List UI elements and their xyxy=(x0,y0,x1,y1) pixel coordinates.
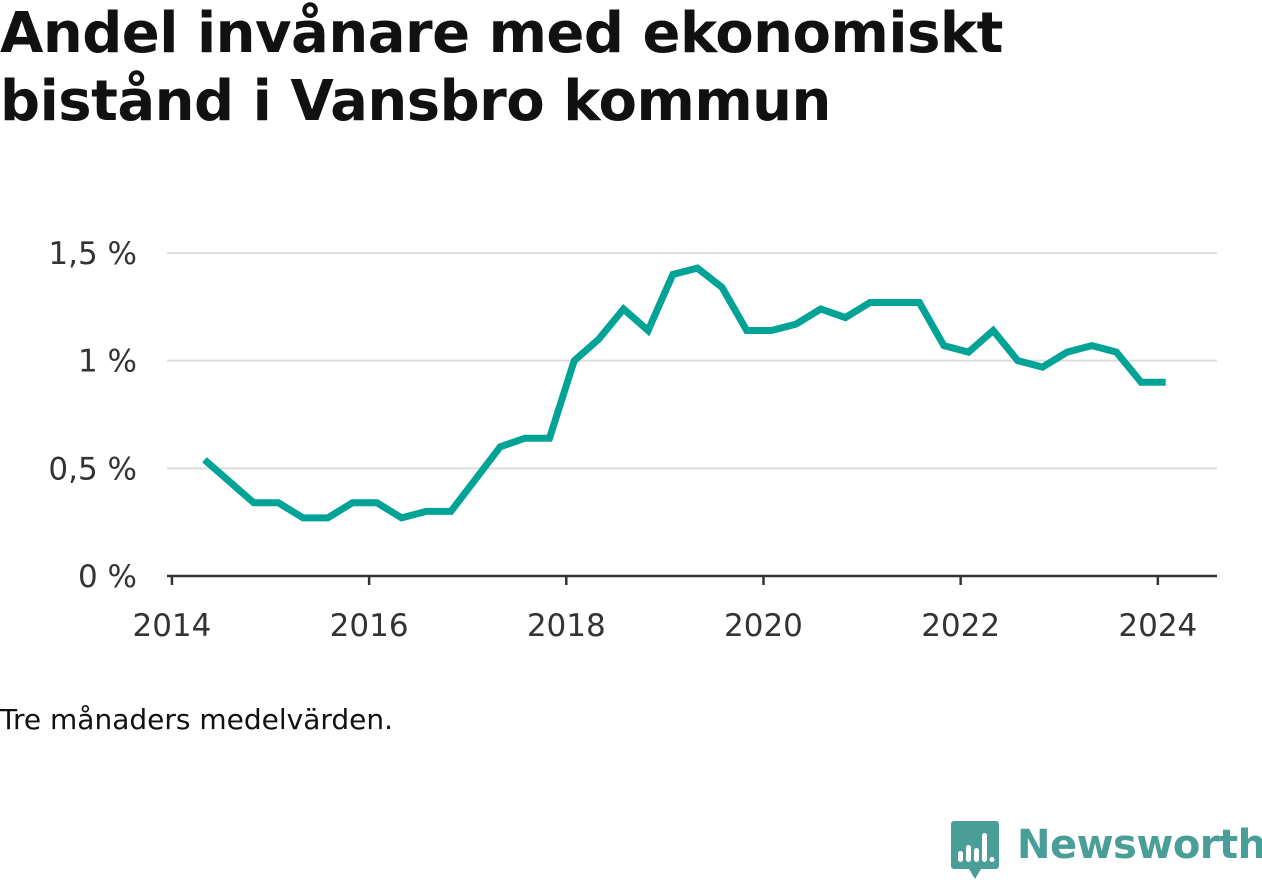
y-tick-labels: 0 % 0,5 % 1 % 1,5 % xyxy=(48,236,137,595)
y-tick-label: 0 % xyxy=(78,559,137,595)
y-tick-label: 0,5 % xyxy=(48,451,137,487)
brand-logo: Newsworthy xyxy=(951,820,1262,880)
x-axis xyxy=(167,574,1217,585)
chart-title: Andel invånare med ekonomiskt bistånd i … xyxy=(0,0,1220,136)
x-tick-labels: 2014 2016 2018 2020 2022 2024 xyxy=(132,608,1197,644)
brand-name: Newsworthy xyxy=(1017,822,1262,868)
chart-title-line-2: bistånd i Vansbro kommun xyxy=(0,69,831,134)
x-tick-label: 2016 xyxy=(330,608,409,644)
x-tick-label: 2022 xyxy=(921,608,1000,644)
x-tick-label: 2018 xyxy=(527,608,606,644)
gridlines xyxy=(167,252,1217,470)
x-tick-label: 2024 xyxy=(1118,608,1197,644)
series-line xyxy=(202,264,1166,522)
y-tick-label: 1,5 % xyxy=(48,236,137,272)
y-tick-label: 1 % xyxy=(78,344,137,380)
x-tick-label: 2020 xyxy=(724,608,803,644)
series xyxy=(202,264,1166,522)
chart-title-line-1: Andel invånare med ekonomiskt xyxy=(0,1,1003,66)
x-tick-label: 2014 xyxy=(132,608,211,644)
chart-footnote: Tre månaders medelvärden. xyxy=(0,703,394,736)
newsworthy-logo-icon xyxy=(951,821,999,879)
